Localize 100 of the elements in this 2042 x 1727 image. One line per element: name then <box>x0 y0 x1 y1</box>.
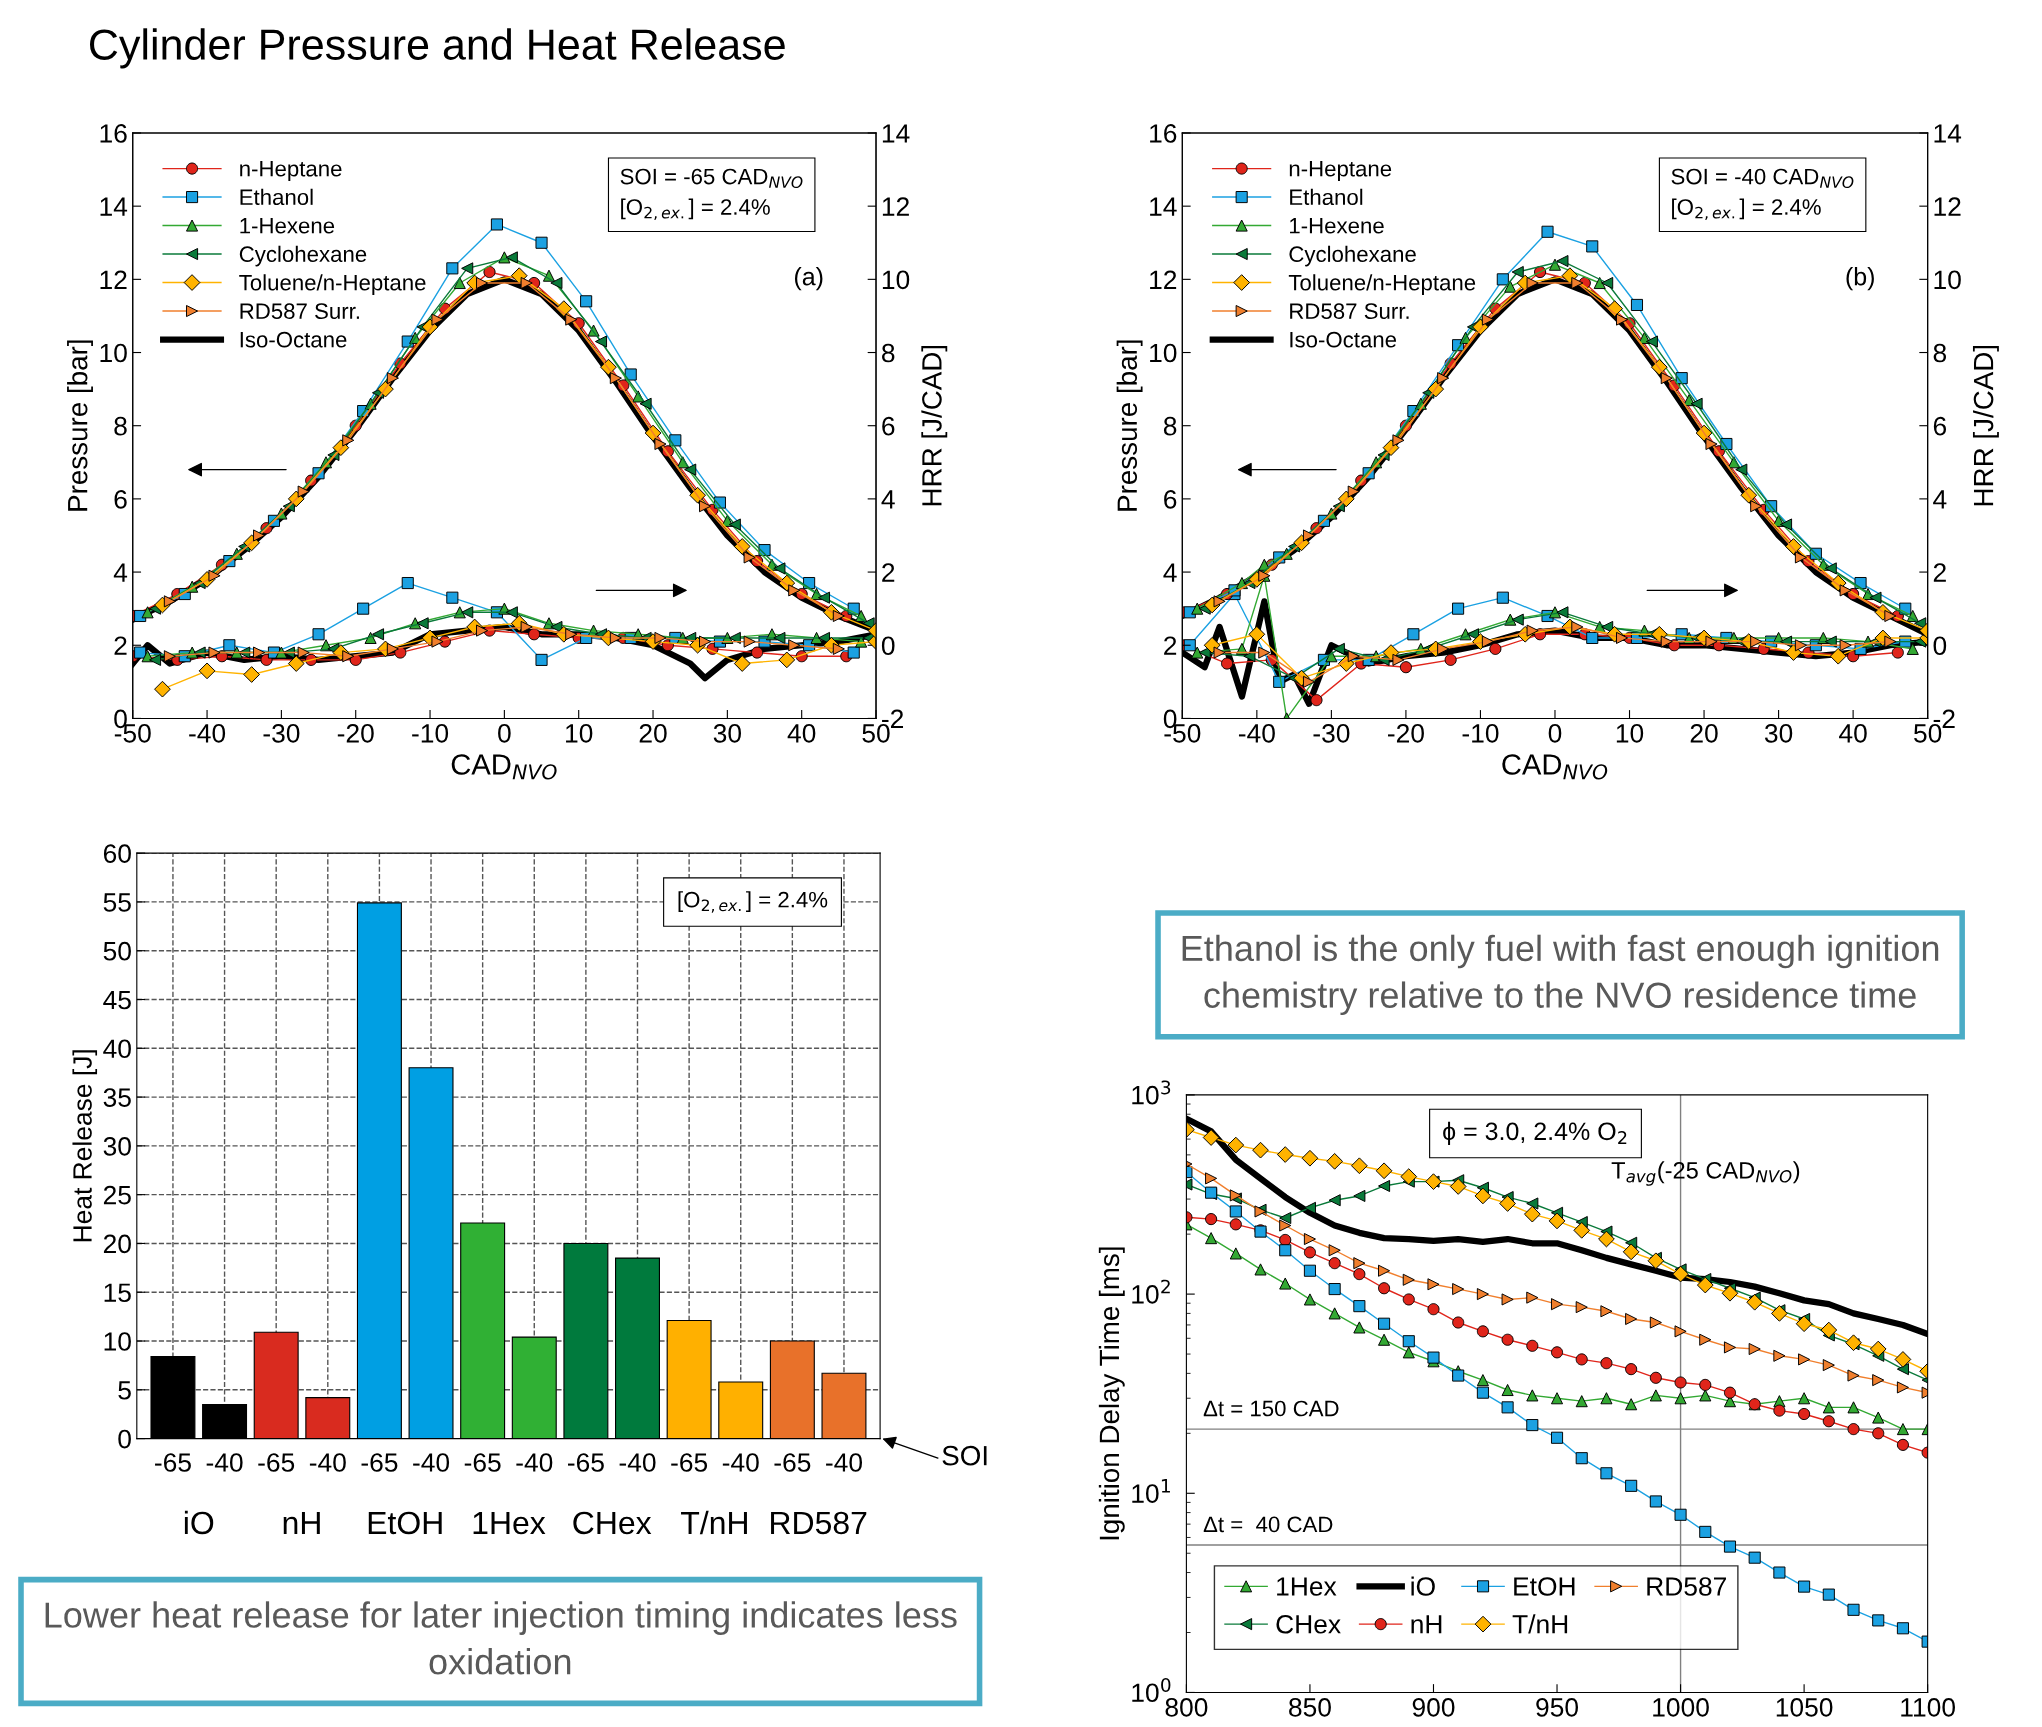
x-tick-label: -40 <box>206 1453 243 1472</box>
legend-label: nH <box>1411 1615 1442 1634</box>
y-tick-label: 4 <box>113 563 128 582</box>
y-tick-label: 5 <box>118 1381 131 1400</box>
y-tick-label: 16 <box>1150 124 1177 143</box>
y-tick-label: 35 <box>103 1088 131 1107</box>
legend-label: EtOH <box>1514 1577 1575 1596</box>
y-tick-label: 0 <box>118 1429 131 1449</box>
y2-tick-label: 0 <box>881 636 895 656</box>
x-tick-label: 20 <box>639 723 667 743</box>
y-tick-label: 10 <box>100 343 127 363</box>
x-tick-label: 30 <box>713 723 742 743</box>
y-axis-title: Ignition Delay Time [ms] <box>1098 1247 1125 1540</box>
y-tick-label: 6 <box>114 490 127 509</box>
text: T/nH <box>681 1510 747 1535</box>
legend-label: Ethanol <box>1290 188 1363 206</box>
text: SOI = -40 CAD$_{NVO}$ [O$_{2,ex.}$] = 2.4% <box>1671 168 1854 221</box>
y2-tick-label: 4 <box>881 490 895 509</box>
x-tick-label: -65 <box>361 1453 398 1472</box>
y2-tick-label: 10 <box>882 270 910 290</box>
y-tick-label: 12 <box>1150 270 1177 289</box>
y-axis-title: Heat Release [J] <box>72 1050 98 1242</box>
x-tick-label: -30 <box>263 723 300 743</box>
text: SOI = -65 CAD$_{NVO}$ [O$_{2,ex.}$] = 2.4% <box>620 168 803 221</box>
y-tick-label: 14 <box>100 197 128 216</box>
x-tick-label: 900 <box>1412 1698 1455 1717</box>
y-tick-label: 4 <box>1163 563 1177 582</box>
x-tick-label: 10 <box>566 723 593 743</box>
annotation: ϕ = 3.0, 2.4% O$_{2}$ <box>1443 1121 1627 1146</box>
legend-label: Iso-Octane <box>1290 331 1397 348</box>
x-tick-label: -65 <box>155 1453 191 1472</box>
x-axis-title: CAD$_{NVO}$ <box>1502 754 1608 780</box>
y2-tick-label: 12 <box>1934 197 1961 216</box>
y2-tick-label: 10 <box>1934 270 1961 290</box>
legend-label: T/nH <box>1512 1614 1568 1634</box>
legend-label: n-Heptane <box>240 161 342 181</box>
y-tick-label: 10 <box>1150 343 1177 363</box>
y-tick-label: 12 <box>100 270 127 289</box>
legend-label: Iso-Octane <box>240 331 347 348</box>
y-tick-label: 2 <box>1164 636 1177 655</box>
legend-label: Ethanol <box>240 188 313 206</box>
legend-label: iO <box>1411 1576 1435 1596</box>
x-tick-label: -40 <box>722 1453 759 1472</box>
legend-label: CHex <box>1276 1614 1341 1634</box>
y2-tick-label: 2 <box>1933 563 1946 582</box>
x-tick-label: -40 <box>189 723 226 743</box>
y-tick-label: 15 <box>104 1283 131 1303</box>
legend-label: 1Hex <box>1277 1577 1337 1596</box>
x-tick-label: 0 <box>498 723 511 743</box>
chart-title: Cylinder Pressure and Heat Release <box>89 28 785 69</box>
y2-tick-label: 12 <box>882 197 909 216</box>
annotation: [O$_{2,ex.}$] = 2.4% <box>678 891 828 913</box>
x-axis-title: CAD$_{NVO}$ <box>451 754 557 780</box>
legend-label: RD587 Surr. <box>240 303 359 320</box>
y-tick-label: 25 <box>103 1185 131 1205</box>
x-tick-label: 1050 <box>1776 1698 1833 1717</box>
x-tick-label: -10 <box>412 723 449 743</box>
text: iO <box>184 1510 214 1535</box>
legend-label: Cyclohexane <box>1289 245 1416 267</box>
annotation: (a) <box>794 267 823 291</box>
y2-tick-label: 2 <box>882 563 895 582</box>
x-tick-label: -65 <box>464 1453 501 1472</box>
y-tick-label: 50 <box>103 941 131 961</box>
y2-tick-label: 4 <box>1933 490 1947 509</box>
x-tick-label: 30 <box>1764 723 1793 743</box>
y-tick-label: 16 <box>100 124 127 143</box>
annotation: Δt = 40 CAD <box>1203 1516 1333 1533</box>
y-tick-label: 2 <box>114 636 127 655</box>
text: EtOH <box>368 1511 442 1535</box>
y2-tick-label: 14 <box>1934 124 1962 143</box>
y2-tick-label: 0 <box>1933 636 1947 656</box>
text: 1Hex <box>473 1511 546 1535</box>
x-tick-label: 20 <box>1690 723 1718 743</box>
x-tick-label: -65 <box>567 1453 604 1472</box>
y2-tick-label: 8 <box>1933 343 1947 363</box>
y-axis-title: Pressure [bar] <box>67 340 93 511</box>
legend-label: RD587 <box>1647 1577 1726 1596</box>
x-tick-label: 950 <box>1536 1698 1579 1717</box>
text: RD587 <box>771 1511 867 1535</box>
y-tick-label: 45 <box>103 990 131 1010</box>
y-axis-title: Pressure [bar] <box>1116 340 1143 511</box>
x-tick-label: -30 <box>1313 723 1350 743</box>
x-tick-label: -65 <box>774 1453 811 1472</box>
text: nH <box>283 1511 320 1534</box>
x-tick-label: -65 <box>671 1453 708 1472</box>
legend-label: Toluene/n-Heptane <box>239 274 426 295</box>
y2-tick-label: 8 <box>882 343 895 363</box>
x-tick-label: -20 <box>337 723 374 743</box>
y-tick-label: 55 <box>103 893 131 912</box>
y-tick-label: 40 <box>103 1039 131 1059</box>
x-tick-label: -40 <box>309 1453 346 1472</box>
x-tick-label: -65 <box>258 1453 295 1472</box>
annotation: Δt = 150 CAD <box>1203 1400 1339 1417</box>
y-tick-label: 20 <box>103 1234 131 1254</box>
x-tick-label: 10 <box>1616 723 1644 743</box>
x-tick-label: 40 <box>787 723 816 743</box>
y-tick-label: 30 <box>103 1137 131 1156</box>
y-tick-label: 60 <box>103 844 131 863</box>
y-tick-label: 10 <box>104 1332 131 1351</box>
y2-tick-label: 6 <box>1933 416 1947 436</box>
